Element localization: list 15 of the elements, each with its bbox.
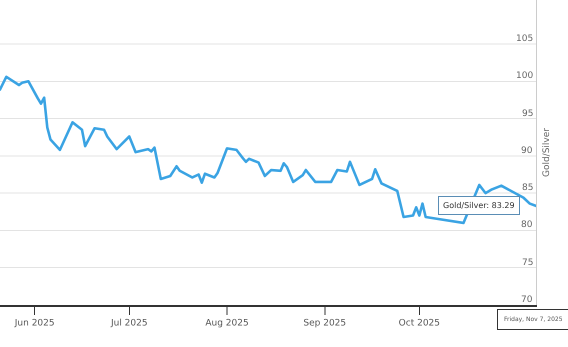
y-tick-label: 70 (521, 295, 533, 305)
y-axis-title: Gold/Silver (542, 128, 552, 178)
x-tick-label: Jun 2025 (14, 318, 55, 329)
y-tick-label: 100 (516, 71, 534, 81)
y-tick-label: 80 (521, 220, 533, 230)
y-tick-label: 105 (516, 34, 534, 44)
x-tick-label: Oct 2025 (398, 318, 440, 329)
x-tick-label: Sep 2025 (303, 318, 346, 329)
y-tick-label: 90 (521, 146, 533, 156)
y-tick-label: 95 (522, 109, 534, 119)
y-tick-label: 85 (522, 183, 534, 193)
y-tick-label: 75 (522, 258, 534, 268)
x-tick-label: Jul 2025 (110, 318, 148, 329)
x-tick-label: Aug 2025 (205, 318, 249, 329)
annotation: Gold/Silver: 83.29 (443, 201, 515, 210)
